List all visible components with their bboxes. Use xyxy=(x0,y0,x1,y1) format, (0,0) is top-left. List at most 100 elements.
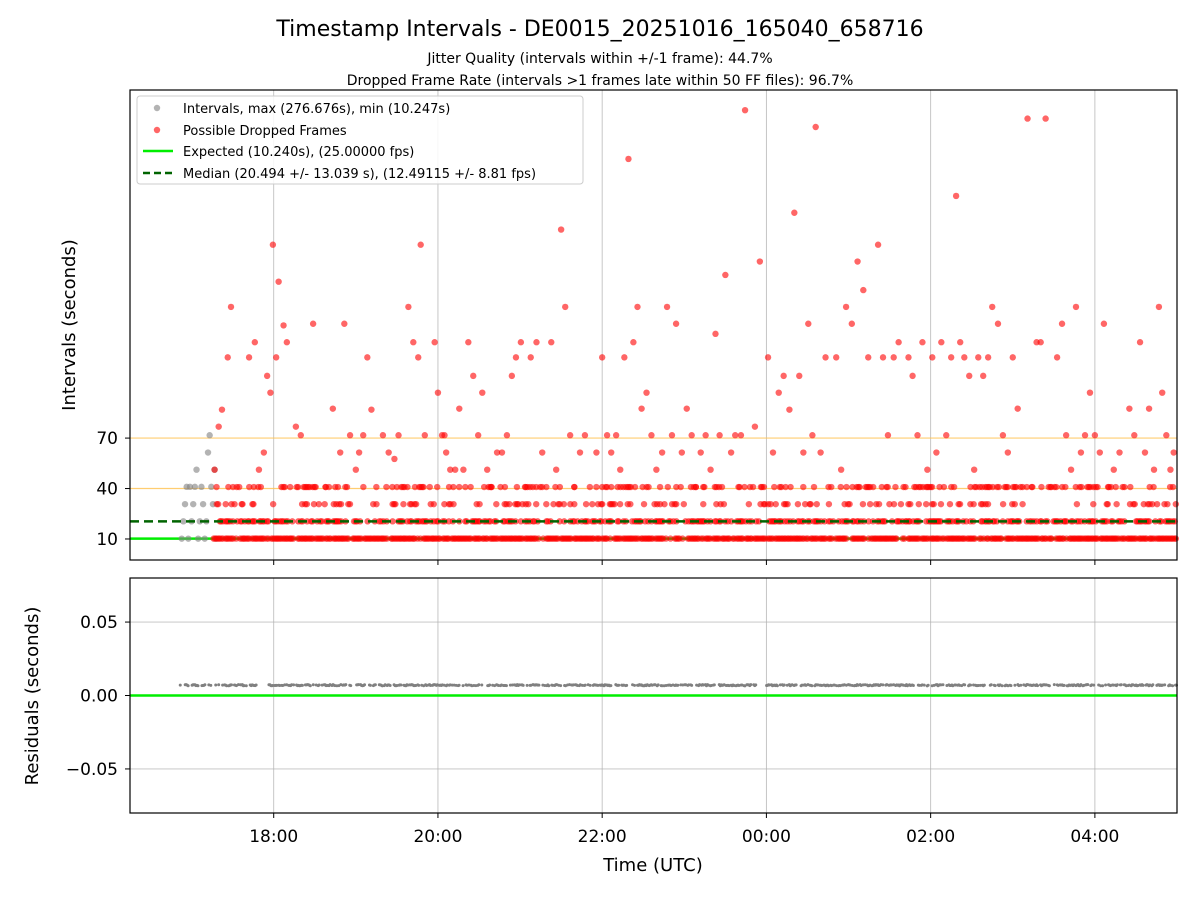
dropped-frame-point xyxy=(211,466,218,473)
dropped-frame-point xyxy=(297,432,305,439)
dropped-frame-point xyxy=(431,339,438,346)
dropped-frame-point xyxy=(581,432,589,439)
dropped-frame-point xyxy=(214,500,222,508)
residual-point xyxy=(504,684,508,688)
dropped-frame-point xyxy=(930,500,937,508)
residual-point xyxy=(749,683,753,687)
dropped-frame-point xyxy=(450,483,457,491)
residual-point xyxy=(911,683,915,687)
residual-point xyxy=(559,684,563,688)
dropped-frame-point xyxy=(662,535,670,542)
residual-point xyxy=(399,683,403,687)
dropped-frame-point xyxy=(673,483,680,491)
dropped-frame-point xyxy=(1072,303,1080,311)
dropped-frame-point xyxy=(474,432,482,439)
residual-point xyxy=(178,683,182,687)
dropped-frame-point xyxy=(1159,389,1166,396)
residual-points xyxy=(178,683,1179,688)
dropped-frame-point xyxy=(465,339,472,346)
dropped-frame-point xyxy=(539,449,546,456)
dropped-frame-point xyxy=(503,432,511,439)
dropped-frame-point xyxy=(1077,449,1085,456)
residual-point xyxy=(989,683,993,687)
dropped-frame-point xyxy=(548,339,555,346)
dropped-frame-point xyxy=(1112,483,1119,491)
dropped-frame-point xyxy=(1011,500,1018,508)
dropped-frame-point xyxy=(697,449,704,456)
dropped-frame-point xyxy=(975,354,982,361)
residual-point xyxy=(583,683,587,687)
dropped-frame-point xyxy=(246,483,253,491)
dropped-frame-point xyxy=(874,241,882,248)
top-panel-x-ticks xyxy=(273,560,1096,565)
dropped-frame-point xyxy=(441,500,448,508)
dropped-frame-point xyxy=(848,320,856,327)
dropped-frame-point xyxy=(1019,500,1026,508)
residual-point xyxy=(1104,683,1108,687)
dropped-frame-point xyxy=(966,372,973,380)
dropped-frame-point xyxy=(1167,466,1174,473)
legend-box xyxy=(136,95,584,185)
dropped-frame-point xyxy=(292,423,300,430)
dropped-frame-point xyxy=(389,483,396,491)
dropped-frame-point xyxy=(833,354,840,361)
dropped-frame-point xyxy=(280,322,287,329)
dropped-frame-point xyxy=(1062,483,1069,491)
residual-point xyxy=(754,683,758,687)
dropped-frame-point xyxy=(1038,483,1045,491)
residual-point xyxy=(633,683,637,687)
dropped-frame-point xyxy=(892,483,899,491)
residual-point xyxy=(1009,684,1013,688)
dropped-frame-point xyxy=(755,518,763,525)
dropped-frame-point xyxy=(360,432,367,439)
dropped-frame-point xyxy=(1104,500,1111,508)
dropped-frame-point xyxy=(379,432,387,439)
residual-point xyxy=(712,683,716,687)
dropped-frame-point xyxy=(718,483,726,491)
dropped-frame-point xyxy=(989,303,996,311)
top-panel-reference-lines xyxy=(130,437,1177,490)
bottom-y-tick-label: 0.00 xyxy=(80,687,118,707)
dropped-frame-point xyxy=(231,500,238,508)
dropped-frame-point xyxy=(938,339,945,346)
residual-point xyxy=(525,683,529,687)
dropped-frame-point xyxy=(782,483,789,491)
dropped-frame-point xyxy=(1116,449,1123,456)
residual-point xyxy=(229,683,233,687)
residual-point xyxy=(1019,683,1023,687)
dropped-frame-point xyxy=(822,354,829,361)
dropped-frame-point xyxy=(1141,449,1149,456)
dropped-frame-point xyxy=(869,483,877,491)
dropped-frame-point xyxy=(645,483,652,491)
dropped-frame-point xyxy=(533,500,540,508)
dropped-frame-point xyxy=(809,432,816,439)
dropped-frame-point xyxy=(589,500,596,508)
dropped-frame-point xyxy=(1172,500,1180,508)
residual-point xyxy=(317,683,321,687)
dropped-frame-point xyxy=(895,339,902,346)
dropped-frame-point xyxy=(701,483,708,491)
dropped-frame-point xyxy=(716,432,723,439)
legend-marker-dropped xyxy=(153,126,161,134)
dropped-frame-point xyxy=(1019,483,1026,491)
dropped-frame-point xyxy=(995,483,1003,491)
dropped-frame-point xyxy=(732,432,739,439)
dropped-frame-point xyxy=(521,483,529,491)
dropped-frame-point xyxy=(1150,466,1158,473)
dropped-frame-point xyxy=(692,483,699,491)
dropped-frame-point xyxy=(318,518,326,525)
residual-point xyxy=(217,683,221,687)
dropped-frame-point xyxy=(736,483,743,491)
dropped-frame-point xyxy=(533,339,540,346)
dropped-frame-point xyxy=(727,449,735,456)
dropped-frame-point xyxy=(728,518,735,525)
legend: Intervals, max (276.676s), min (10.247s)… xyxy=(136,95,584,185)
dropped-frame-point xyxy=(1028,483,1035,491)
dropped-frame-point xyxy=(488,483,495,491)
dropped-frame-point xyxy=(550,500,557,508)
dropped-frame-point xyxy=(875,500,883,508)
residual-point xyxy=(300,683,304,687)
dropped-frame-point xyxy=(843,483,850,491)
dropped-frame-point xyxy=(952,192,960,200)
